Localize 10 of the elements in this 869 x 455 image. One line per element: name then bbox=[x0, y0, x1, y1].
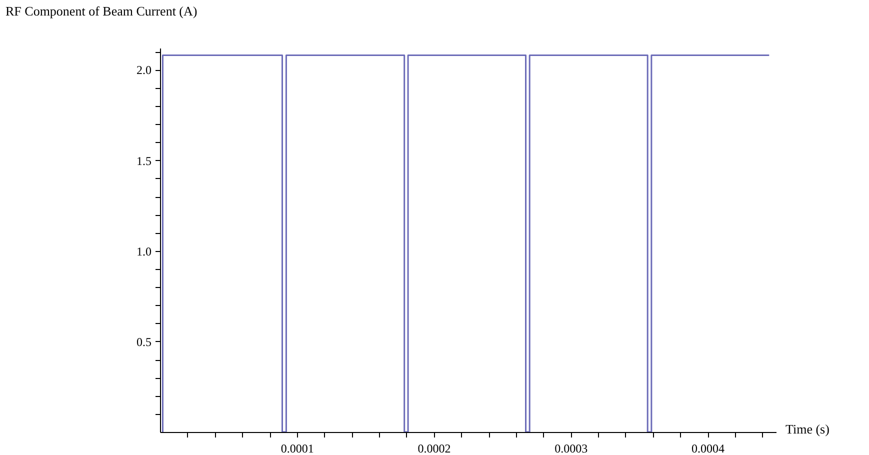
y-tick-label: 1.5 bbox=[136, 154, 152, 168]
x-tick-label: 0.0004 bbox=[692, 442, 725, 455]
x-tick-label: 0.0001 bbox=[280, 442, 314, 455]
y-tick-label: 2.0 bbox=[136, 63, 152, 78]
y-tick-label: 0.5 bbox=[136, 334, 152, 349]
x-tick-label: 0.0003 bbox=[554, 442, 588, 455]
y-axis-title: RF Component of Beam Current (A) bbox=[6, 4, 198, 18]
x-tick-label: 0.0002 bbox=[418, 442, 451, 455]
y-tick-label: 1.0 bbox=[136, 244, 152, 258]
x-axis-title: Time (s) bbox=[786, 422, 830, 436]
